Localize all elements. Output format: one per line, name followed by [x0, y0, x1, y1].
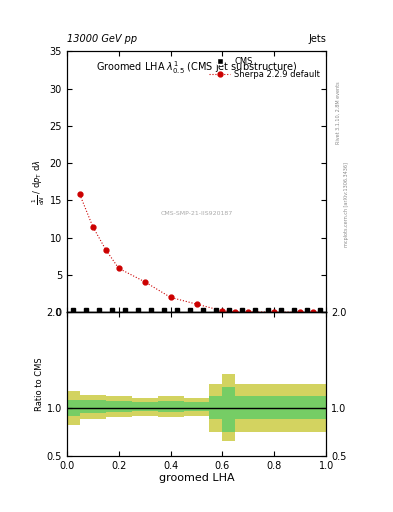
Text: Jets: Jets [309, 33, 326, 44]
Text: Rivet 3.1.10, 2.8M events: Rivet 3.1.10, 2.8M events [336, 81, 341, 144]
Text: mcplots.cern.ch [arXiv:1306.3436]: mcplots.cern.ch [arXiv:1306.3436] [344, 162, 349, 247]
Text: 13000 GeV pp: 13000 GeV pp [67, 33, 137, 44]
Text: CMS-SMP-21-IIS920187: CMS-SMP-21-IIS920187 [160, 210, 233, 216]
Y-axis label: Ratio to CMS: Ratio to CMS [35, 357, 44, 411]
Text: Groomed LHA $\lambda^{1}_{0.5}$ (CMS jet substructure): Groomed LHA $\lambda^{1}_{0.5}$ (CMS jet… [96, 59, 297, 76]
Legend: CMS, Sherpa 2.2.9 default: CMS, Sherpa 2.2.9 default [206, 54, 324, 82]
X-axis label: groomed LHA: groomed LHA [159, 473, 234, 483]
Y-axis label: $\frac{1}{\mathrm{d}N}$ / $\mathrm{d}p_\mathrm{T}$ $\mathrm{d}\lambda$: $\frac{1}{\mathrm{d}N}$ / $\mathrm{d}p_\… [30, 159, 47, 205]
